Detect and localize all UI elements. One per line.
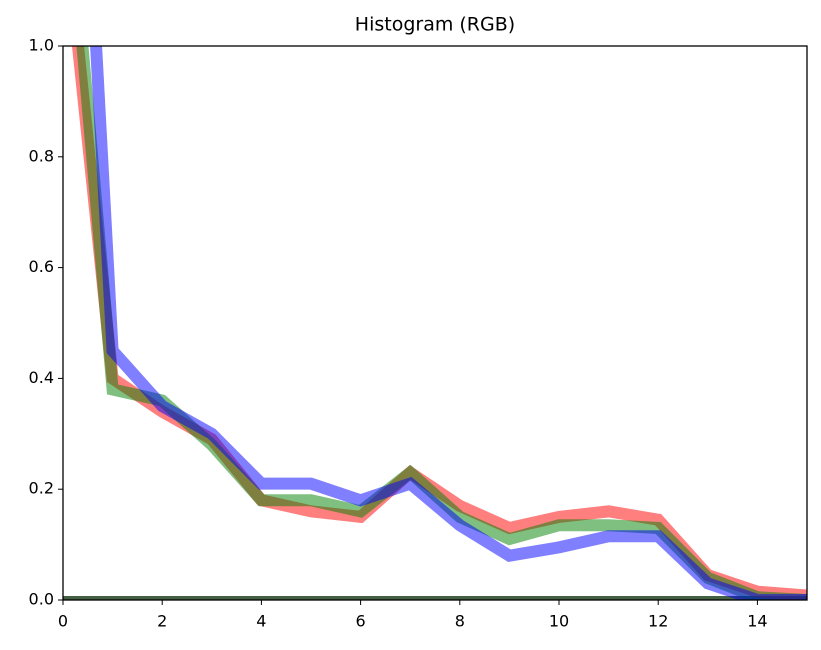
plot-area [63, 46, 807, 600]
y-tick-label: 1.0 [29, 36, 54, 55]
series-line [90, 46, 807, 600]
x-tick-label: 8 [455, 612, 465, 631]
y-tick-label: 0.2 [29, 479, 54, 498]
axes-frame [62, 45, 808, 601]
x-tick-label: 4 [256, 612, 266, 631]
x-tick-label: 6 [356, 612, 366, 631]
y-tick-label: 0.8 [29, 146, 54, 165]
y-tick-label: 0.0 [29, 590, 54, 609]
x-tick-label: 10 [549, 612, 569, 631]
x-tick-label: 0 [58, 612, 68, 631]
x-tick-label: 14 [747, 612, 767, 631]
x-tick-label: 12 [648, 612, 668, 631]
chart-title: Histogram (RGB) [355, 14, 515, 36]
x-tick-label: 2 [157, 612, 167, 631]
y-tick-label: 0.6 [29, 257, 54, 276]
y-tick-label: 0.4 [29, 368, 54, 387]
